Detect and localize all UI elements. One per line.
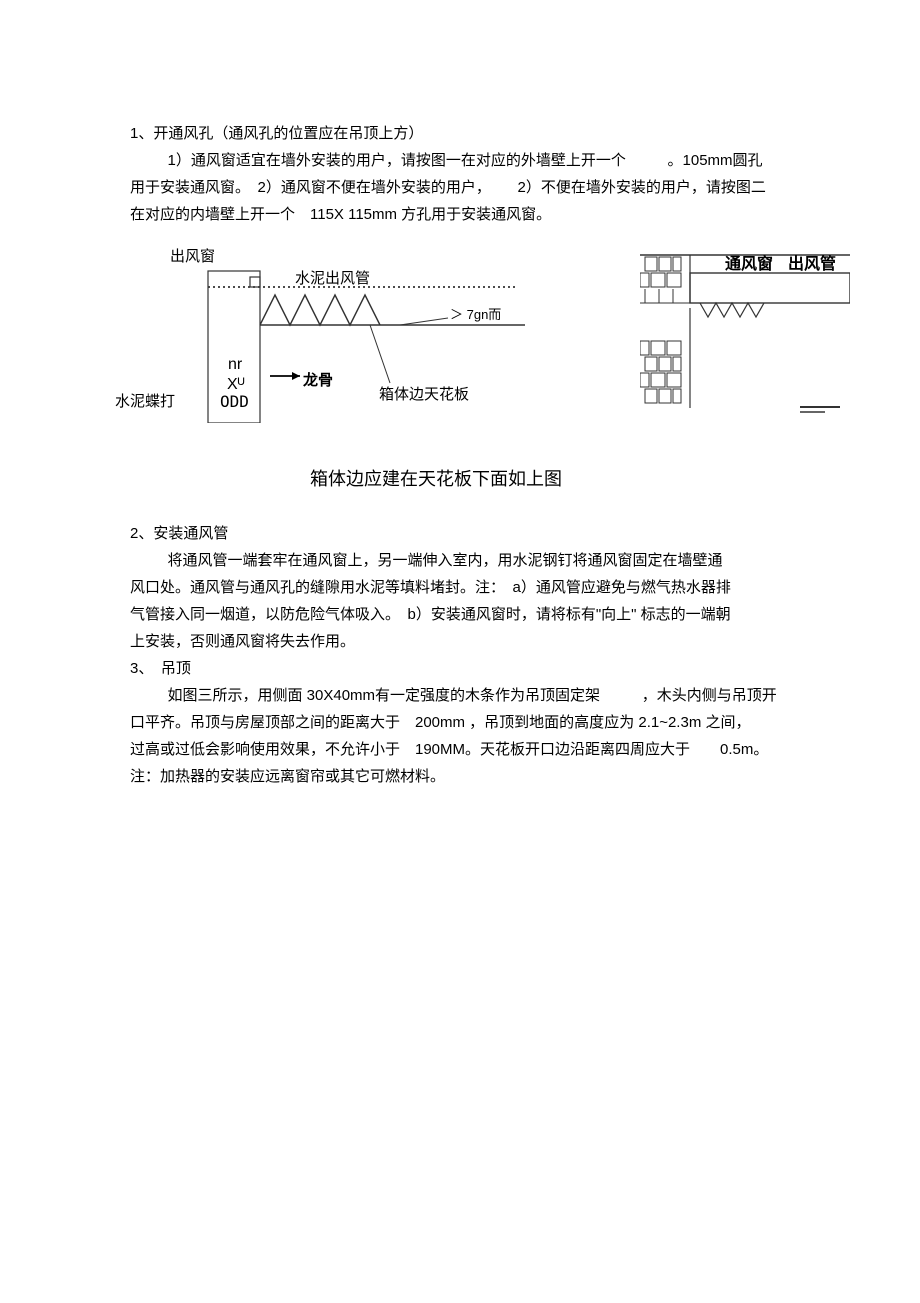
section-2-body: 将通风管一端套牢在通风窗上，另一端伸入室内，用水泥钢钉将通风窗固定在墙壁通 风口… xyxy=(130,547,790,655)
section-3-title: 3、 吊顶 xyxy=(130,655,790,682)
diagram-caption: 箱体边应建在天花板下面如上图 xyxy=(310,463,790,495)
label-odd: ODD xyxy=(220,388,249,417)
label-out-window: 出风窗 xyxy=(170,243,215,270)
s1-b: 。105mm圆孔 xyxy=(668,152,763,169)
s1-e: 在对应的内墙壁上开一个 115X 115mm 方孔用于安装通风窗。 xyxy=(130,206,551,223)
diagram-right-container: 通风窗 出风管 xyxy=(640,253,840,423)
s1-a: 1）通风窗适宜在墙外安装的用户，请按图一在对应的外墙壁上开一个 xyxy=(168,152,626,169)
diagram-row: 出风窗 水泥出风管 ＞ 7gn而 nr Xᵁ ODD 水泥蝶打 龙骨 箱体边天花… xyxy=(130,253,790,453)
section-1-title: 1、开通风孔（通风孔的位置应在吊顶上方） xyxy=(130,120,790,147)
s3-a: 如图三所示，用侧面 30X40mm有一定强度的木条作为吊顶固定架 xyxy=(168,687,601,704)
s3-e: 注：加热器的安装应远离窗帘或其它可燃材料。 xyxy=(130,768,445,785)
s1-d: 2）不便在墙外安装的用户，请按图二 xyxy=(518,179,766,196)
label-cement: 水泥蝶打 xyxy=(115,388,175,415)
section-1: 1、开通风孔（通风孔的位置应在吊顶上方） 1）通风窗适宜在墙外安装的用户，请按图… xyxy=(130,120,790,228)
label-pipe: 水泥出风管 xyxy=(295,265,370,292)
s2-c: 气管接入同一烟道，以防危险气体吸入。 b）安装通风窗时，请将标有"向上" 标志的… xyxy=(130,606,731,623)
section-2-title: 2、安装通风管 xyxy=(130,520,790,547)
section-3-body: 如图三所示，用侧面 30X40mm有一定强度的木条作为吊顶固定架 ，木头内侧与吊… xyxy=(130,682,790,790)
s3-c: 口平齐。吊顶与房屋顶部之间的距离大于 200mm ，吊顶到地面的高度应为 2.1… xyxy=(130,714,750,731)
s3-b: ，木头内侧与吊顶开 xyxy=(642,687,777,704)
s1-c: 用于安装通风窗。 2）通风窗不便在墙外安装的用户， xyxy=(130,179,491,196)
label-ceiling: 箱体边天花板 xyxy=(379,381,469,408)
label-keel: 龙骨 xyxy=(303,367,333,394)
section-3: 3、 吊顶 如图三所示，用侧面 30X40mm有一定强度的木条作为吊顶固定架 ，… xyxy=(130,655,790,790)
label-gt: ＞ 7gn而 xyxy=(450,303,501,326)
section-1-body: 1）通风窗适宜在墙外安装的用户，请按图一在对应的外墙壁上开一个 。105mm圆孔… xyxy=(130,147,790,228)
section-2: 2、安装通风管 将通风管一端套牢在通风窗上，另一端伸入室内，用水泥钢钉将通风窗固… xyxy=(130,520,790,655)
diagram-left-container: 出风窗 水泥出风管 ＞ 7gn而 nr Xᵁ ODD 水泥蝶打 龙骨 箱体边天花… xyxy=(130,253,530,453)
label-pipe2: 出风管 xyxy=(788,251,836,280)
s2-d: 上安装，否则通风窗将失去作用。 xyxy=(130,633,355,650)
s2-a: 将通风管一端套牢在通风窗上，另一端伸入室内，用水泥钢钉将通风窗固定在墙壁通 xyxy=(168,552,723,569)
s3-d: 过高或过低会影响使用效果，不允许小于 190MM。天花板开口边沿距离四周应大于 … xyxy=(130,741,768,758)
label-window2: 通风窗 xyxy=(725,251,773,280)
s2-b: 风口处。通风管与通风孔的缝隙用水泥等填料堵封。注： a）通风管应避免与燃气热水器… xyxy=(130,579,731,596)
